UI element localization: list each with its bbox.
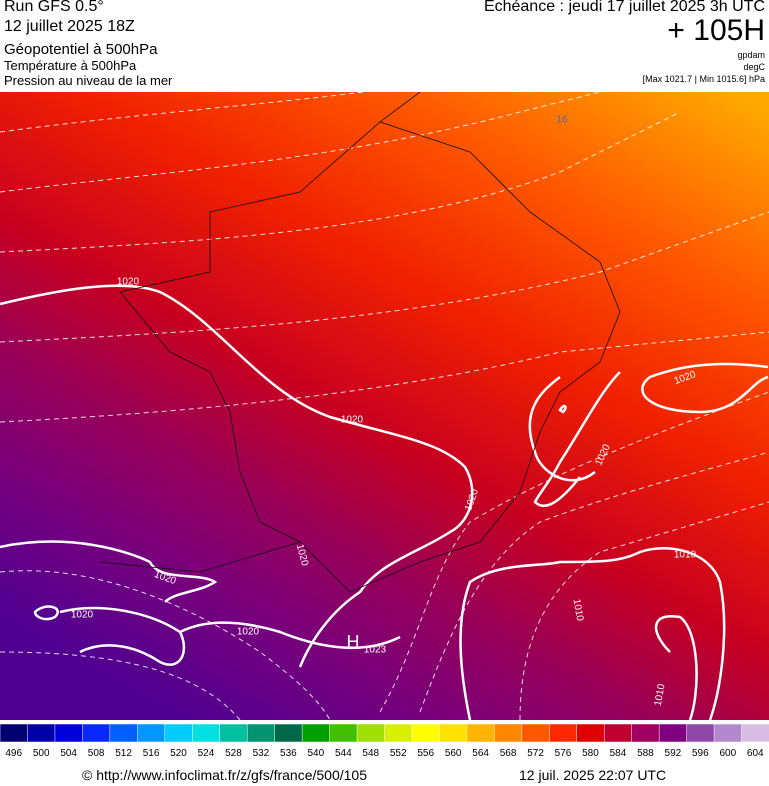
colorbar-swatch [301,724,331,743]
colorbar-label: 584 [610,748,627,759]
colorbar-label: 512 [115,748,132,759]
colorbar-label: 568 [500,748,517,759]
colorbar-label: 508 [88,748,105,759]
colorbar-label: 596 [692,748,709,759]
colorbar-label: 516 [143,748,160,759]
colorbar-swatch [219,724,248,743]
colorbar-swatch [192,724,221,743]
colorbar-label: 540 [307,748,324,759]
colorbar-label: 572 [527,748,544,759]
colorbar-swatch [27,724,56,743]
colorbar-swatch [246,724,276,743]
colorbar-label: 564 [472,748,489,759]
colorbar: 496 500 504 508 512 516 520 524 528 532 536 540 544 5… [0,724,769,759]
colorbar-label: 500 [33,748,50,759]
colorbar-swatch [109,724,139,743]
colorbar-label: 604 [747,748,764,759]
colorbar-label: 536 [280,748,297,759]
colorbar-swatch [0,724,29,743]
colorbar-label: 552 [390,748,407,759]
colorbar-swatch [137,724,166,743]
colorbar-swatch [411,724,441,743]
colorbar-swatch [82,724,111,743]
colorbar-swatch [466,724,496,743]
colorbar-label: 588 [637,748,654,759]
colorbar-label: 532 [253,748,270,759]
colorbar-label: 580 [582,748,599,759]
run-date: 12 juillet 2025 18Z [4,18,135,35]
field-label: Géopotentiel à 500hPa [4,41,158,58]
colorbar-label: 548 [362,748,379,759]
contour-label: 1020 [71,610,94,621]
colorbar-label: 544 [335,748,352,759]
footer-url: © http://www.infoclimat.fr/z/gfs/france/… [82,767,367,783]
colorbar-swatch [274,724,303,743]
contour-label: 1010 [571,598,586,622]
colorbar-swatch [631,724,660,743]
colorbar-label: 504 [60,748,77,759]
contour-label: 1020 [341,415,364,426]
colorbar-swatch [686,724,715,743]
colorbar-swatch [329,724,358,743]
colorbar-swatch [603,724,633,743]
high-pressure-marker: H [347,632,360,652]
colorbar-label: 576 [555,748,572,759]
lead-time: + 105H [667,14,765,47]
temperature-field [0,92,769,720]
field-label: Température à 500hPa [4,58,137,73]
unit: gpdam [737,50,765,60]
colorbar-label: 556 [417,748,434,759]
colorbar-swatch [741,724,769,743]
contour-label: 1020 [117,277,140,288]
colorbar-swatch [164,724,194,743]
colorbar-swatch [384,724,413,743]
colorbar-swatch [439,724,468,743]
colorbar-label: 524 [198,748,215,759]
colorbar-swatch [576,724,605,743]
borders [99,92,621,593]
contour-label: 1010 [674,550,697,561]
colorbar-swatch [494,724,523,743]
valid-time: Echéance : jeudi 17 juillet 2025 3h UTC [483,0,765,15]
colorbar-swatch [713,724,743,743]
map: 1020 1020 1020 1020 1020 1020 1020 1020 … [0,92,769,720]
field-label: Pression au niveau de la mer [4,73,173,88]
colorbar-label: 520 [170,748,187,759]
run-title: Run GFS 0.5° [4,0,104,15]
colorbar-swatch [658,724,688,743]
isotherms [0,92,769,720]
colorbar-swatch [549,724,578,743]
colorbar-label: 560 [445,748,462,759]
unit: degC [743,62,765,72]
isobars [0,284,769,720]
colorbar-label: 496 [5,748,22,759]
footer-timestamp: 12 juil. 2025 22:07 UTC [519,767,667,783]
unit: [Max 1021.7 | Min 1015.6] hPa [642,74,765,84]
colorbar-swatch [54,724,84,743]
colorbar-label: 592 [665,748,682,759]
contour-label: 1020 [237,627,260,638]
colorbar-label: 528 [225,748,242,759]
colorbar-label: 600 [719,748,736,759]
contour-label: 1023 [364,645,387,656]
contour-label: 16 [556,115,568,126]
colorbar-swatch [356,724,386,743]
colorbar-swatch [521,724,551,743]
contour-label: 1010 [653,683,668,707]
